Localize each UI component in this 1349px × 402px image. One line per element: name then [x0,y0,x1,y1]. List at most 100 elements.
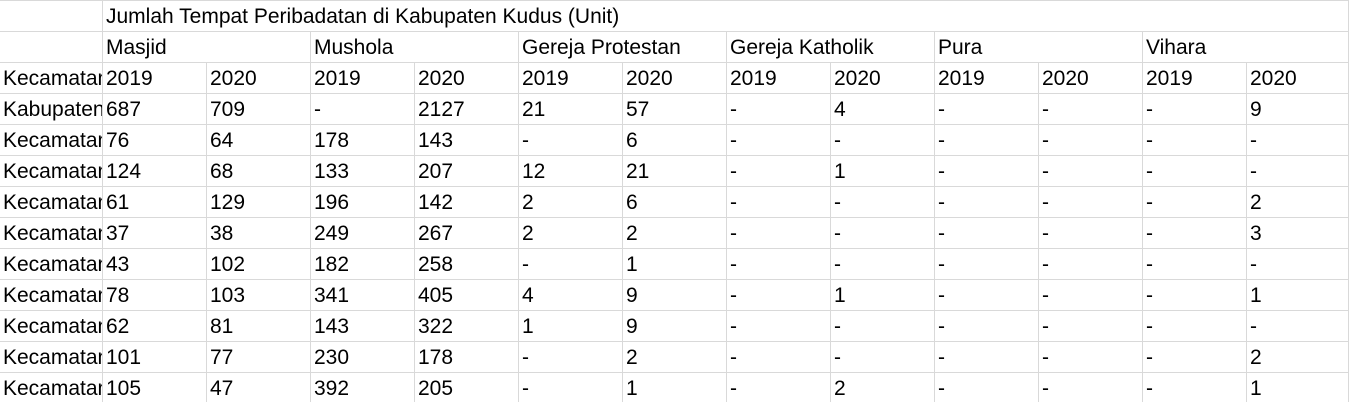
data-cell[interactable]: - [727,249,831,280]
year-header[interactable]: 2020 [623,63,727,94]
data-cell[interactable]: 37 [103,218,207,249]
data-cell[interactable]: - [935,125,1039,156]
empty-cell[interactable] [0,1,103,32]
data-cell[interactable]: - [831,218,935,249]
data-cell[interactable]: 3 [1247,218,1349,249]
group-header[interactable]: Mushola [311,32,519,63]
data-cell[interactable]: 9 [1247,94,1349,125]
data-cell[interactable]: - [1143,218,1247,249]
data-cell[interactable]: - [935,342,1039,373]
year-header[interactable]: 2019 [727,63,831,94]
group-header[interactable]: Masjid [103,32,311,63]
year-header[interactable]: 2020 [1039,63,1143,94]
data-cell[interactable]: 230 [311,342,415,373]
data-cell[interactable]: - [1247,156,1349,187]
row-header-label[interactable]: Kecamatan [0,63,103,94]
data-cell[interactable]: 101 [103,342,207,373]
data-cell[interactable]: - [935,94,1039,125]
data-cell[interactable]: 1 [623,373,727,402]
data-cell[interactable]: - [1039,94,1143,125]
row-label[interactable]: Kecamatan [0,156,103,187]
data-cell[interactable]: - [1143,125,1247,156]
data-cell[interactable]: - [1143,249,1247,280]
data-cell[interactable]: 341 [311,280,415,311]
data-cell[interactable]: 6 [623,187,727,218]
data-cell[interactable]: - [1039,311,1143,342]
data-cell[interactable]: - [1039,249,1143,280]
data-cell[interactable]: 68 [207,156,311,187]
data-cell[interactable]: - [727,156,831,187]
data-cell[interactable]: 102 [207,249,311,280]
data-cell[interactable]: 6 [623,125,727,156]
data-cell[interactable]: - [727,311,831,342]
data-cell[interactable]: 2 [1247,342,1349,373]
data-cell[interactable]: - [1143,280,1247,311]
data-cell[interactable]: 709 [207,94,311,125]
data-cell[interactable]: 57 [623,94,727,125]
data-cell[interactable]: 21 [623,156,727,187]
data-cell[interactable]: 205 [415,373,519,402]
data-cell[interactable]: 182 [311,249,415,280]
data-cell[interactable]: - [1143,94,1247,125]
data-cell[interactable]: - [519,125,623,156]
row-label[interactable]: Kecamatan [0,311,103,342]
data-cell[interactable]: - [935,311,1039,342]
data-cell[interactable]: - [727,218,831,249]
data-cell[interactable]: - [1143,311,1247,342]
data-cell[interactable]: 1 [623,249,727,280]
data-cell[interactable]: 1 [1247,280,1349,311]
data-cell[interactable]: 267 [415,218,519,249]
year-header[interactable]: 2019 [311,63,415,94]
data-cell[interactable]: - [935,218,1039,249]
data-cell[interactable]: 2 [1247,187,1349,218]
data-cell[interactable]: - [935,187,1039,218]
data-cell[interactable]: 2 [519,218,623,249]
data-cell[interactable]: 81 [207,311,311,342]
data-cell[interactable]: 38 [207,218,311,249]
data-cell[interactable]: 2127 [415,94,519,125]
group-header[interactable]: Pura [935,32,1143,63]
data-cell[interactable]: 62 [103,311,207,342]
group-header[interactable]: Gereja Katholik [727,32,935,63]
data-cell[interactable]: - [311,94,415,125]
group-header[interactable]: Gereja Protestan [519,32,727,63]
data-cell[interactable]: 9 [623,311,727,342]
data-cell[interactable]: - [1143,187,1247,218]
data-cell[interactable]: 178 [311,125,415,156]
data-cell[interactable]: 1 [519,311,623,342]
empty-cell[interactable] [0,32,103,63]
data-cell[interactable]: 2 [623,218,727,249]
data-cell[interactable]: - [727,187,831,218]
data-cell[interactable]: 2 [831,373,935,402]
data-cell[interactable]: 61 [103,187,207,218]
year-header[interactable]: 2019 [1143,63,1247,94]
data-cell[interactable]: - [727,94,831,125]
year-header[interactable]: 2019 [103,63,207,94]
row-label[interactable]: Kecamatan [0,249,103,280]
group-header[interactable]: Vihara [1143,32,1349,63]
data-cell[interactable]: 76 [103,125,207,156]
data-cell[interactable]: - [1039,373,1143,402]
data-cell[interactable]: - [519,249,623,280]
data-cell[interactable]: 105 [103,373,207,402]
data-cell[interactable]: 2 [623,342,727,373]
data-cell[interactable]: 9 [623,280,727,311]
data-cell[interactable]: 21 [519,94,623,125]
data-cell[interactable]: - [1247,125,1349,156]
data-cell[interactable]: 77 [207,342,311,373]
data-cell[interactable]: 124 [103,156,207,187]
year-header[interactable]: 2020 [1247,63,1349,94]
data-cell[interactable]: 2 [519,187,623,218]
data-cell[interactable]: 78 [103,280,207,311]
data-cell[interactable]: 196 [311,187,415,218]
data-cell[interactable]: 47 [207,373,311,402]
data-cell[interactable]: 249 [311,218,415,249]
data-cell[interactable]: - [831,187,935,218]
data-cell[interactable]: - [727,280,831,311]
year-header[interactable]: 2019 [935,63,1039,94]
data-cell[interactable]: 392 [311,373,415,402]
data-cell[interactable]: - [727,342,831,373]
data-cell[interactable]: - [1039,187,1143,218]
data-cell[interactable]: 1 [1247,373,1349,402]
data-cell[interactable]: 4 [831,94,935,125]
